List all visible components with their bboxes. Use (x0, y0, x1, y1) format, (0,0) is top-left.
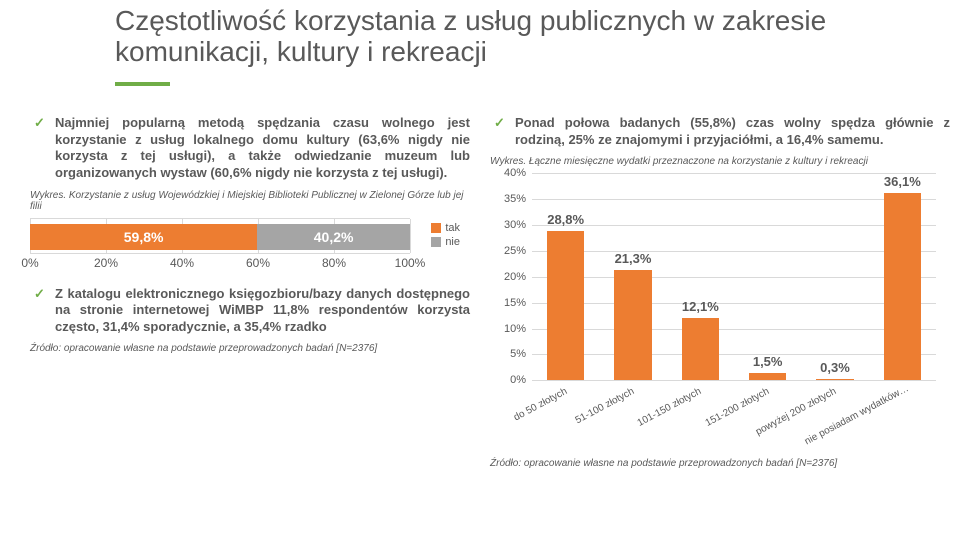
left-source: Źródło: opracowanie własne na podstawie … (30, 343, 470, 354)
vbar-caption: Wykres. Łączne miesięczne wydatki przezn… (490, 156, 950, 167)
right-bullet: Ponad połowa badanych (55,8%) czas wolny… (490, 115, 950, 148)
vbar-value-label: 12,1% (682, 299, 719, 314)
vbar-bar (614, 270, 651, 380)
hbar-xtick: 0% (21, 256, 38, 270)
right-column: Ponad połowa badanych (55,8%) czas wolny… (490, 115, 950, 469)
hbar-xtick: 100% (395, 256, 426, 270)
vbar-value-label: 36,1% (884, 174, 921, 189)
vbar-bar (749, 373, 786, 381)
vbar-value-label: 28,8% (547, 212, 584, 227)
hbar-xtick: 20% (94, 256, 118, 270)
vbar-ytick: 30% (490, 219, 526, 231)
vbar-bar (682, 318, 719, 381)
vbar-bar (547, 231, 584, 380)
hbar-chart: 59,8%40,2% 0%20%40%60%80%100% taknie (30, 218, 460, 272)
hbar-legend: tak nie (431, 222, 460, 250)
hbar-xtick: 80% (322, 256, 346, 270)
vbar-ytick: 0% (490, 374, 526, 386)
hbar-xtick: 60% (246, 256, 270, 270)
page-title: Częstotliwość korzystania z usług public… (115, 6, 920, 68)
hbar-caption: Wykres. Korzystanie z usług Wojewódzkiej… (30, 190, 470, 212)
vbar-ytick: 20% (490, 271, 526, 283)
hbar-segment: 40,2% (257, 224, 410, 250)
vbar-bar (884, 193, 921, 380)
vbar-value-label: 1,5% (753, 354, 783, 369)
legend-item: tak (431, 222, 460, 234)
hbar-segment: 59,8% (30, 224, 257, 250)
legend-item: nie (431, 236, 460, 248)
legend-label: nie (445, 236, 460, 248)
vbar-ytick: 25% (490, 245, 526, 257)
vbar-ytick: 40% (490, 167, 526, 179)
vbar-bar (816, 379, 853, 381)
left-column: Najmniej popularną metodą spędzania czas… (30, 115, 470, 354)
vbar-value-label: 0,3% (820, 360, 850, 375)
vbar-ytick: 35% (490, 193, 526, 205)
hbar-xtick: 40% (170, 256, 194, 270)
vbar-value-label: 21,3% (615, 251, 652, 266)
accent-bar (115, 82, 170, 86)
legend-swatch (431, 237, 441, 247)
vbar-chart: 0%5%10%15%20%25%30%35%40% 28,8%21,3%12,1… (490, 173, 940, 428)
vbar-ytick: 10% (490, 323, 526, 335)
legend-label: tak (445, 222, 460, 234)
left-bullet-1: Najmniej popularną metodą spędzania czas… (30, 115, 470, 182)
legend-swatch (431, 223, 441, 233)
vbar-ytick: 15% (490, 297, 526, 309)
vbar-ytick: 5% (490, 348, 526, 360)
left-bullet-2: Z katalogu elektronicznego księgozbioru/… (30, 286, 470, 336)
